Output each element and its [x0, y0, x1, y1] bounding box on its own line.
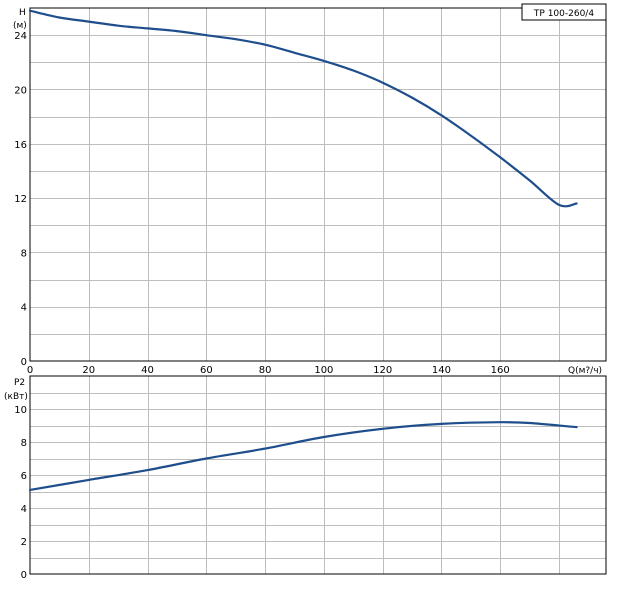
x-tick-label: 20	[82, 365, 95, 376]
x-tick-label: 100	[314, 365, 333, 376]
x-tick-label: 120	[373, 365, 392, 376]
plot-frame	[29, 7, 607, 362]
y-tick-label: 20	[14, 85, 27, 96]
tick-labels: 0 4 8 12 16 20 24 0 20 40 60 80 100 120 140 160	[14, 31, 509, 376]
y-tick-label: 2	[21, 537, 27, 548]
x-tick-label: 0	[27, 365, 33, 376]
y-axis-unit: (м)	[13, 21, 27, 31]
x-tick-label: 60	[200, 365, 213, 376]
y-axis-label: P2	[14, 378, 25, 388]
x-tick-label: 40	[141, 365, 154, 376]
y-tick-label: 4	[21, 303, 27, 314]
y-tick-label: 10	[14, 405, 27, 416]
y-tick-label: 16	[14, 140, 27, 151]
head-curve-panel: 0 4 8 12 16 20 24 0 20 40 60 80 100 120 140 160 H (м) Q…	[13, 3, 607, 376]
gridlines	[30, 376, 606, 574]
plot-frame	[29, 375, 607, 575]
y-axis-label: H	[19, 8, 26, 18]
x-axis-label: Q(м?/ч)	[568, 366, 602, 376]
y-tick-label: 12	[14, 194, 27, 205]
y-tick-label: 4	[21, 504, 27, 515]
chart-title: TP 100-260/4	[533, 9, 594, 19]
plot-background	[30, 8, 606, 361]
x-tick-label: 140	[432, 365, 451, 376]
y-tick-label: 8	[21, 248, 27, 259]
head-series-line	[28, 9, 578, 208]
power-series-line	[28, 421, 578, 491]
gridlines	[30, 8, 606, 361]
y-tick-label: 0	[21, 357, 27, 368]
power-curve-panel: 0 2 4 6 8 10 P2 (кВт)	[4, 375, 607, 581]
y-tick-label: 24	[14, 31, 27, 42]
x-tick-label: 160	[491, 365, 510, 376]
y-axis-unit: (кВт)	[4, 392, 28, 402]
y-tick-label: 8	[21, 438, 27, 449]
x-tick-label: 80	[259, 365, 272, 376]
title-box	[521, 3, 607, 21]
y-tick-label: 6	[21, 471, 27, 482]
tick-labels: 0 2 4 6 8 10	[14, 405, 27, 581]
y-tick-label: 0	[21, 570, 27, 581]
